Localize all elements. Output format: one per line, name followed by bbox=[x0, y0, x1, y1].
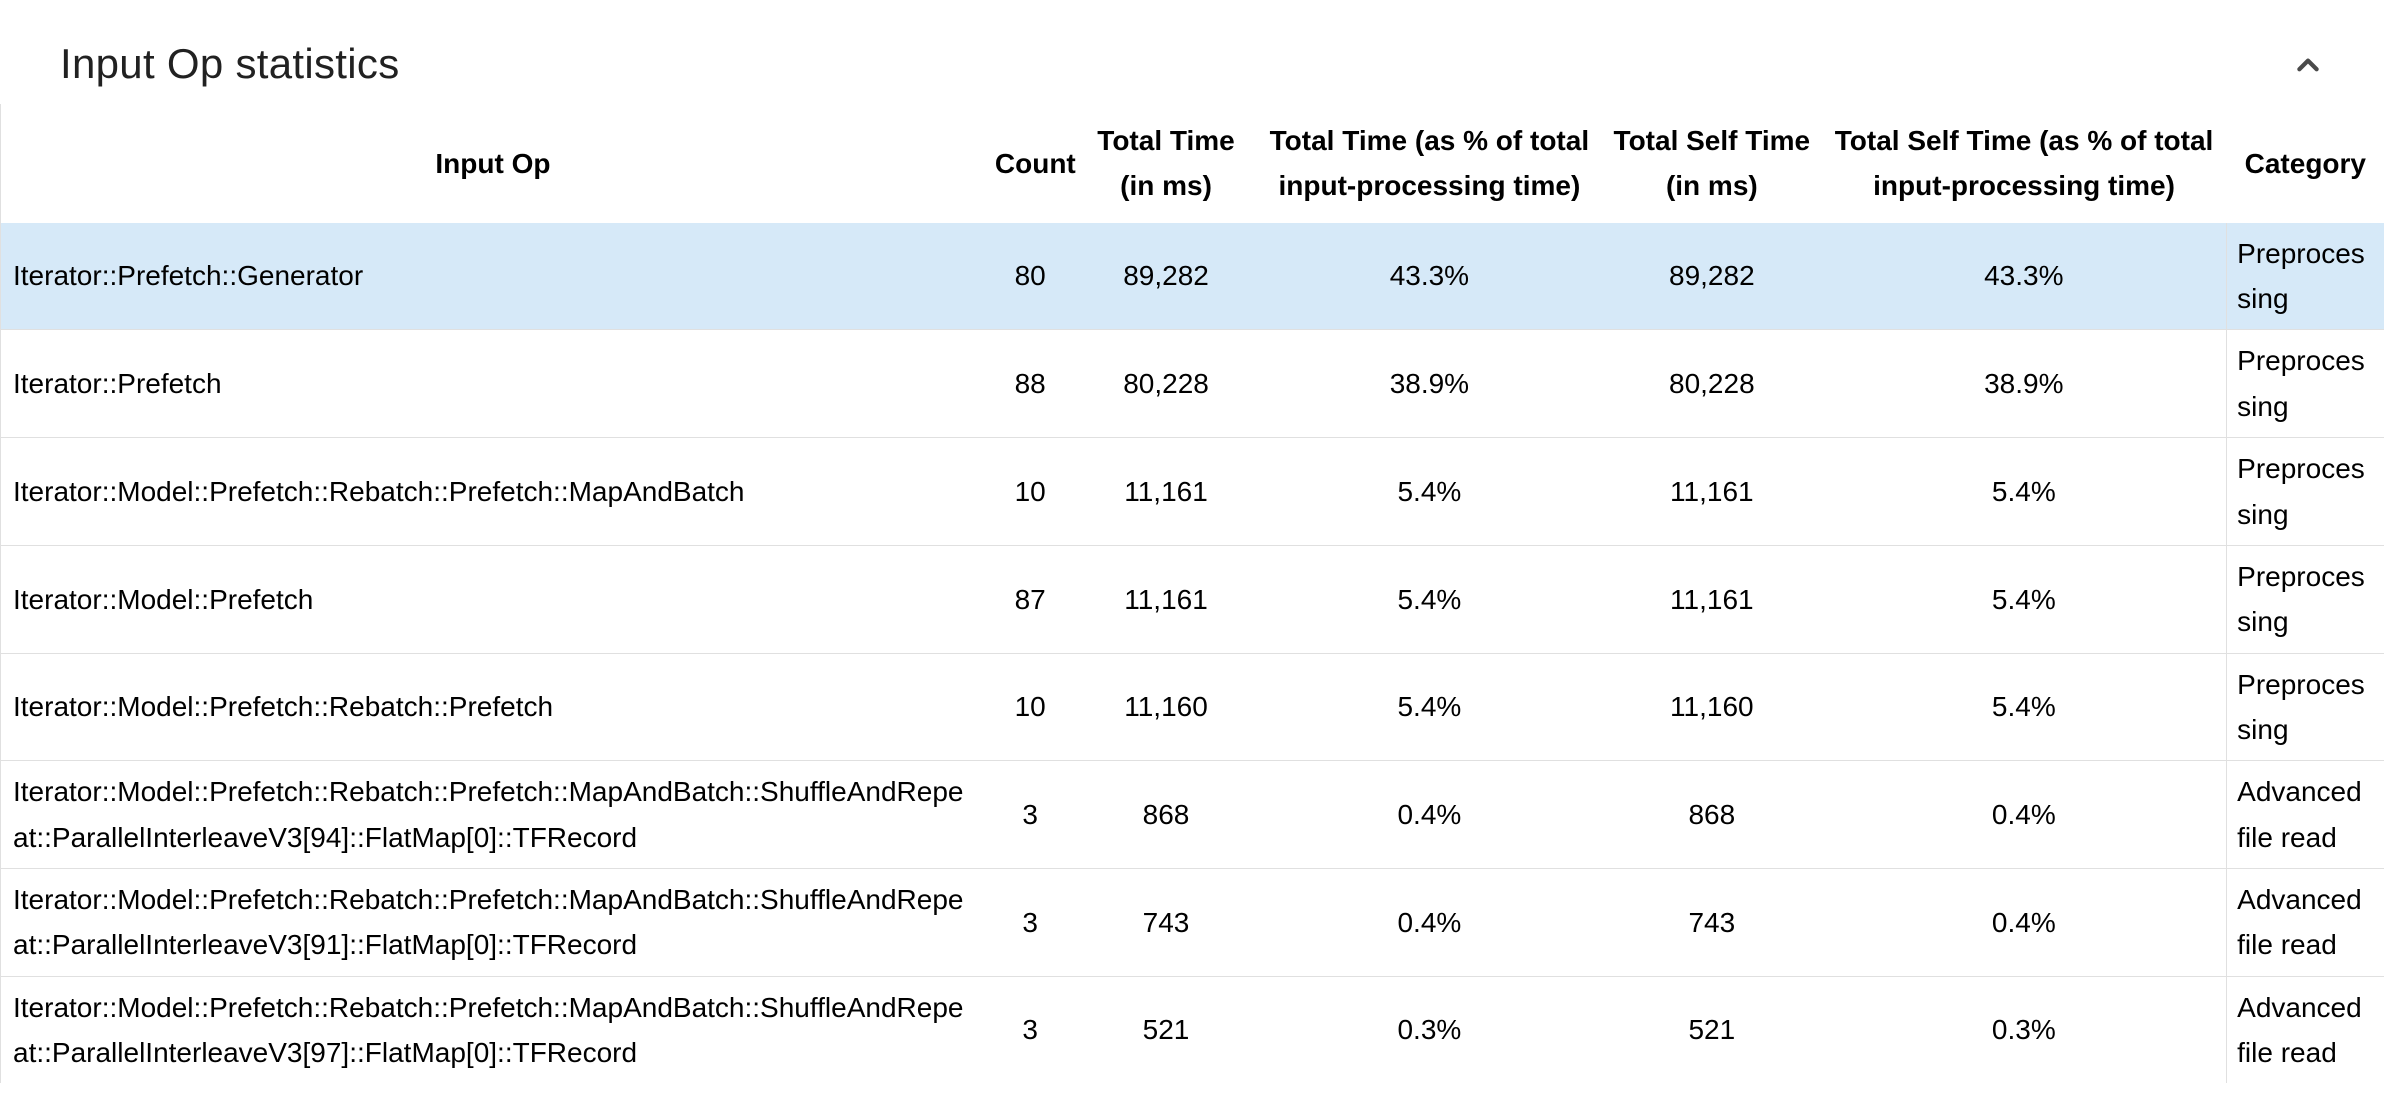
cell-input-op[interactable]: Iterator::Prefetch bbox=[13, 368, 222, 400]
cell-category[interactable]: Preprocessing bbox=[2226, 653, 2384, 761]
cell-total-self-time-pct[interactable]: 0.4% bbox=[1991, 798, 2056, 830]
cell-category[interactable]: Advanced file read bbox=[2226, 868, 2384, 977]
cell-total-self-time[interactable]: 11,160 bbox=[1670, 691, 1754, 723]
cell-total-time[interactable]: 868 bbox=[1142, 798, 1190, 830]
table-row[interactable]: Iterator::Model::Prefetch::Rebatch::Pref… bbox=[0, 653, 2384, 761]
cell-input-op[interactable]: Iterator::Prefetch::Generator bbox=[13, 260, 364, 292]
table-row[interactable]: Iterator::Model::Prefetch::Rebatch::Pref… bbox=[0, 437, 2384, 546]
cell-total-time[interactable]: 743 bbox=[1142, 906, 1190, 938]
cell-count[interactable]: 10 bbox=[1014, 475, 1046, 507]
cell-input-op[interactable]: Iterator::Model::Prefetch::Rebatch::Pref… bbox=[13, 691, 554, 723]
cell-category[interactable]: Preprocessing bbox=[2226, 222, 2384, 330]
cell-total-time[interactable]: 11,161 bbox=[1124, 583, 1208, 615]
column-header-count[interactable]: Count bbox=[994, 147, 1076, 179]
page-title: Input Op statistics bbox=[60, 40, 400, 87]
input-op-statistics-panel-header: Input Op statistics bbox=[0, 0, 2384, 104]
cell-total-self-time-pct[interactable]: 0.4% bbox=[1991, 906, 2056, 938]
cell-total-time-pct[interactable]: 0.4% bbox=[1397, 798, 1462, 830]
column-header-total-time[interactable]: Total Time (in ms) bbox=[1097, 125, 1235, 202]
cell-total-time[interactable]: 89,282 bbox=[1123, 260, 1209, 292]
table-row[interactable]: Iterator::Model::Prefetch::Rebatch::Pref… bbox=[0, 760, 2384, 869]
input-op-statistics-table: Input Op Count Total Time (in ms) Total … bbox=[0, 104, 2384, 1084]
cell-count[interactable]: 10 bbox=[1014, 691, 1046, 723]
cell-total-self-time-pct[interactable]: 5.4% bbox=[1991, 583, 2056, 615]
table-row[interactable]: Iterator::Model::Prefetch::Rebatch::Pref… bbox=[0, 868, 2384, 977]
cell-input-op[interactable]: Iterator::Model::Prefetch bbox=[13, 583, 314, 615]
table-row[interactable]: Iterator::Prefetch 88 80,228 38.9% 80,22… bbox=[0, 329, 2384, 438]
cell-count[interactable]: 88 bbox=[1014, 368, 1046, 400]
cell-total-self-time[interactable]: 743 bbox=[1688, 906, 1736, 938]
cell-total-self-time[interactable]: 521 bbox=[1688, 1014, 1736, 1046]
cell-total-time[interactable]: 11,160 bbox=[1124, 691, 1208, 723]
cell-count[interactable]: 87 bbox=[1014, 583, 1046, 615]
cell-input-op[interactable]: Iterator::Model::Prefetch::Rebatch::Pref… bbox=[13, 991, 964, 1069]
cell-total-self-time[interactable]: 11,161 bbox=[1670, 583, 1754, 615]
cell-total-time[interactable]: 11,161 bbox=[1124, 475, 1208, 507]
cell-total-self-time-pct[interactable]: 43.3% bbox=[1984, 260, 2064, 292]
cell-category[interactable]: Preprocessing bbox=[2226, 545, 2384, 654]
table-row[interactable]: Iterator::Model::Prefetch::Rebatch::Pref… bbox=[0, 976, 2384, 1084]
cell-count[interactable]: 3 bbox=[1022, 1014, 1038, 1046]
header-row: Input Op Count Total Time (in ms) Total … bbox=[1, 104, 2384, 223]
cell-total-self-time-pct[interactable]: 0.3% bbox=[1991, 1014, 2056, 1046]
cell-count[interactable]: 3 bbox=[1022, 906, 1038, 938]
cell-count[interactable]: 80 bbox=[1014, 260, 1046, 292]
cell-total-self-time[interactable]: 89,282 bbox=[1669, 260, 1755, 292]
cell-total-time-pct[interactable]: 5.4% bbox=[1397, 583, 1462, 615]
cell-input-op[interactable]: Iterator::Model::Prefetch::Rebatch::Pref… bbox=[13, 776, 964, 853]
cell-input-op[interactable]: Iterator::Model::Prefetch::Rebatch::Pref… bbox=[13, 475, 745, 507]
collapse-panel-button[interactable] bbox=[2284, 42, 2332, 90]
cell-category[interactable]: Preprocessing bbox=[2226, 437, 2384, 546]
chevron-up-icon bbox=[2285, 58, 2331, 91]
table-header: Input Op Count Total Time (in ms) Total … bbox=[1, 104, 2384, 223]
cell-total-self-time[interactable]: 80,228 bbox=[1669, 368, 1755, 400]
cell-total-self-time-pct[interactable]: 5.4% bbox=[1991, 691, 2056, 723]
table-row[interactable]: Iterator::Prefetch::Generator 80 89,282 … bbox=[0, 222, 2384, 330]
cell-total-time[interactable]: 80,228 bbox=[1123, 368, 1209, 400]
column-header-category[interactable]: Category bbox=[2244, 147, 2367, 179]
cell-total-time-pct[interactable]: 43.3% bbox=[1389, 260, 1470, 292]
cell-total-time[interactable]: 521 bbox=[1142, 1014, 1190, 1046]
cell-total-self-time[interactable]: 11,161 bbox=[1670, 475, 1754, 507]
table-row[interactable]: Iterator::Model::Prefetch 87 11,161 5.4%… bbox=[0, 545, 2384, 654]
table-body: Iterator::Prefetch::Generator 80 89,282 … bbox=[0, 222, 2384, 1084]
cell-total-self-time-pct[interactable]: 5.4% bbox=[1991, 475, 2056, 507]
cell-total-time-pct[interactable]: 5.4% bbox=[1397, 475, 1462, 507]
cell-category[interactable]: Advanced file read bbox=[2226, 976, 2384, 1084]
cell-category[interactable]: Advanced file read bbox=[2226, 760, 2384, 869]
cell-total-time-pct[interactable]: 0.4% bbox=[1397, 906, 1462, 938]
cell-total-time-pct[interactable]: 5.4% bbox=[1397, 691, 1462, 723]
cell-total-self-time[interactable]: 868 bbox=[1688, 798, 1736, 830]
cell-input-op[interactable]: Iterator::Model::Prefetch::Rebatch::Pref… bbox=[13, 884, 964, 961]
cell-category[interactable]: Preprocessing bbox=[2226, 329, 2384, 438]
cell-count[interactable]: 3 bbox=[1022, 798, 1038, 830]
column-header-total-self-time-pct[interactable]: Total Self Time (as % of total input-pro… bbox=[1834, 125, 2214, 202]
cell-total-time-pct[interactable]: 38.9% bbox=[1389, 368, 1470, 400]
cell-total-self-time-pct[interactable]: 38.9% bbox=[1984, 368, 2064, 400]
column-header-total-time-pct[interactable]: Total Time (as % of total input-processi… bbox=[1269, 125, 1590, 202]
column-header-input-op[interactable]: Input Op bbox=[435, 147, 551, 179]
cell-total-time-pct[interactable]: 0.3% bbox=[1397, 1014, 1462, 1046]
column-header-total-self-time[interactable]: Total Self Time (in ms) bbox=[1613, 125, 1811, 202]
